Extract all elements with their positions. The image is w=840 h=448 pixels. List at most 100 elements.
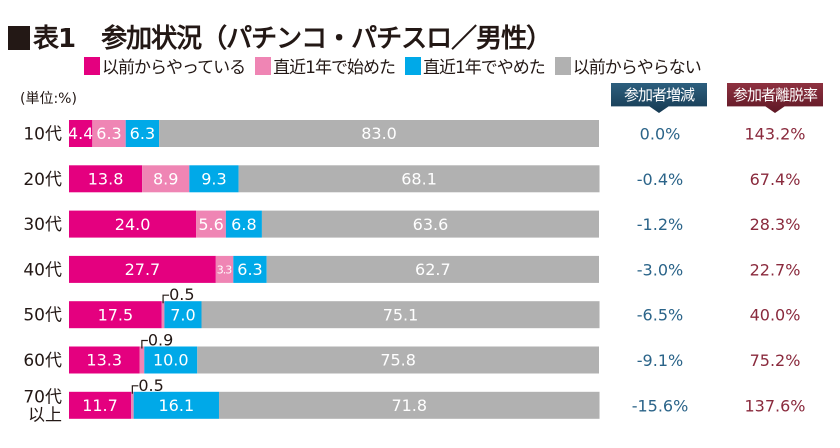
data-label: 13.3 (86, 351, 122, 370)
legend-swatch (404, 56, 421, 75)
bar-segment (125, 120, 160, 147)
legend-item-never: 以前からやらない (554, 53, 702, 78)
data-label: 83.0 (361, 124, 397, 143)
churn-value: 28.3% (750, 215, 801, 234)
data-label: 0.5 (138, 376, 163, 395)
bar-segment (225, 210, 262, 238)
bar-segment (201, 301, 600, 329)
category-label: 以上 (28, 405, 62, 425)
leader-line (162, 294, 170, 304)
data-label: 62.7 (415, 260, 451, 279)
change-value: 0.0% (640, 125, 681, 144)
data-label: 6.3 (237, 260, 262, 279)
change-value: -1.2% (637, 215, 683, 234)
bar-segment (233, 255, 267, 283)
churn-value: 40.0% (750, 306, 801, 325)
legend-label: 以前からやっている (102, 58, 246, 78)
data-label: 6.8 (231, 215, 256, 234)
data-label: 11.7 (82, 396, 118, 415)
change-column-header: 参加者増減 (611, 83, 707, 113)
bar-segment (197, 346, 599, 374)
data-label: 9.3 (201, 170, 226, 189)
data-label: 17.5 (98, 305, 134, 324)
bar-segment (69, 165, 143, 193)
change-value: -3.0% (637, 260, 683, 279)
data-label: 24.0 (115, 215, 151, 234)
legend-item-quit: 直近1年でやめた (404, 53, 546, 78)
bar-segment (189, 165, 239, 193)
churn-value: 75.2% (750, 351, 801, 370)
unit-label: (単位:%) (20, 91, 77, 107)
data-label: 7.0 (170, 305, 195, 324)
category-label: 20代 (23, 170, 62, 190)
bar-segment (142, 165, 190, 193)
change-value: -6.5% (637, 306, 683, 325)
category-label: 30代 (23, 215, 62, 235)
bar-segment (131, 391, 134, 419)
category-label: 70代 (23, 387, 62, 407)
category-label: 60代 (23, 351, 62, 371)
legend: 以前からやっている 直近1年で始めた 直近1年でやめた 以前からやらない (84, 53, 702, 78)
change-value: -0.4% (637, 170, 683, 189)
churn-value: 22.7% (750, 260, 801, 279)
data-label: 8.9 (153, 170, 178, 189)
bar-segment (69, 255, 216, 283)
leader-line (131, 385, 139, 394)
change-value: -9.1% (637, 351, 683, 370)
bar-segment (139, 346, 145, 374)
data-label: 3.3 (217, 263, 232, 276)
legend-item-started: 直近1年で始めた (255, 53, 396, 78)
data-label: 75.1 (383, 305, 419, 324)
data-label: 13.8 (88, 170, 124, 189)
bar-segment (69, 346, 140, 374)
bar-segment (159, 120, 599, 147)
data-label: 4.4 (68, 124, 93, 143)
leader-line (141, 339, 148, 349)
data-label: 27.7 (125, 260, 161, 279)
churn-value: 67.4% (750, 170, 801, 189)
data-label: 16.1 (159, 396, 195, 415)
data-label: 0.9 (148, 331, 173, 350)
legend-swatch (554, 56, 571, 75)
legend-swatch (84, 56, 100, 75)
table-number: 表1 (33, 24, 76, 54)
bar-segment (69, 210, 197, 238)
data-label: 5.6 (198, 215, 223, 234)
bar-segment (69, 391, 132, 419)
legend-label: 直近1年で始めた (273, 58, 396, 78)
legend-swatch (255, 56, 272, 75)
title-text: 参加状況（パチンコ・パチスロ／男性） (101, 24, 552, 54)
category-label: 10代 (23, 125, 62, 145)
bar-segment (196, 210, 226, 238)
data-label: 0.5 (169, 285, 194, 304)
chart-title: 表1 参加状況（パチンコ・パチスロ／男性） (8, 18, 552, 55)
data-label: 68.1 (401, 170, 437, 189)
data-label: 63.6 (413, 215, 449, 234)
square-icon (8, 26, 30, 50)
bar-segment (261, 210, 599, 238)
bar-segment (164, 301, 202, 329)
data-label: 75.8 (380, 351, 416, 370)
bar-segment (238, 165, 600, 193)
bar-segment (92, 120, 126, 147)
churn-value: 137.6% (744, 396, 805, 415)
bar-segment (266, 255, 599, 283)
bar-segment (161, 301, 165, 329)
legend-label: 直近1年でやめた (422, 58, 546, 78)
legend-item-continuing: 以前からやっている (84, 53, 246, 78)
data-label: 6.3 (96, 124, 121, 143)
legend-label: 以前からやらない (572, 58, 702, 78)
bar-segment (69, 301, 162, 329)
bar-segment (133, 391, 219, 419)
bar-segment (215, 255, 234, 283)
bar-segment (218, 391, 600, 419)
category-label: 50代 (23, 306, 62, 326)
category-label: 40代 (23, 260, 62, 280)
churn-value: 143.2% (744, 125, 805, 144)
bar-segment (144, 346, 198, 374)
data-label: 71.8 (391, 396, 427, 415)
data-label: 6.3 (130, 124, 155, 143)
data-label: 10.0 (153, 351, 189, 370)
change-value: -15.6% (632, 396, 689, 415)
